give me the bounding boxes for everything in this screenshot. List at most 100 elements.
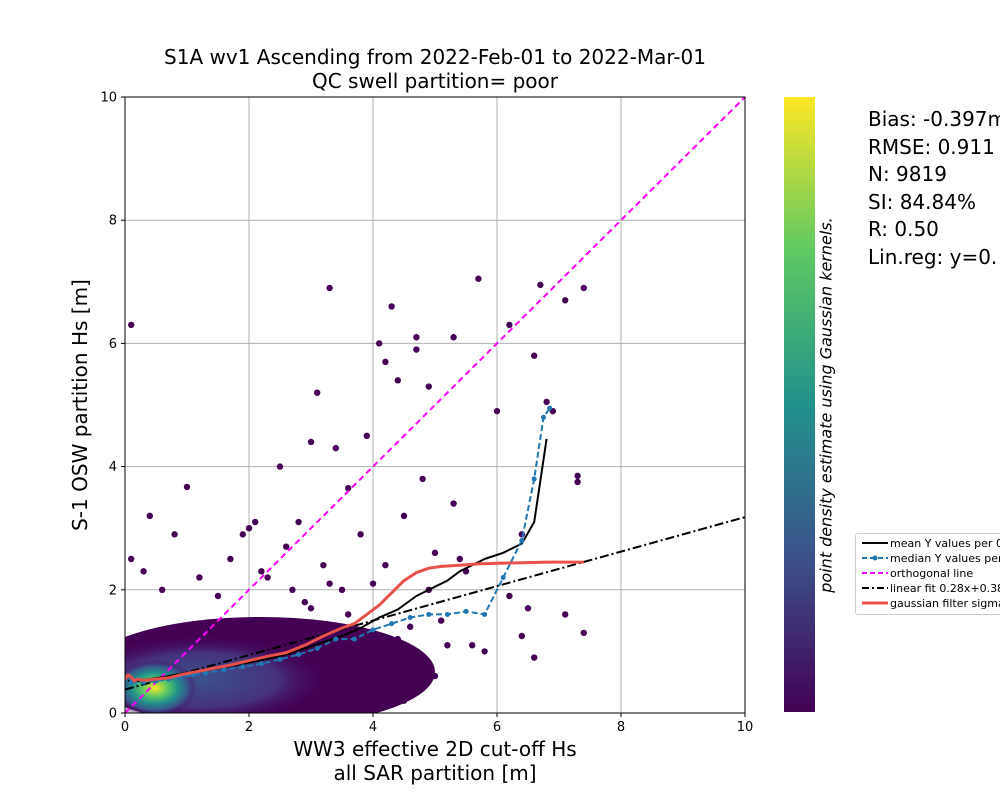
scatter-point [413,334,420,341]
scatter-point [326,284,333,292]
scatter-point [444,642,451,649]
x-tick-label: 10 [737,720,754,735]
scatter-point [301,598,308,606]
scatter-point [363,432,370,439]
median-marker [258,661,264,667]
scatter-point [531,352,538,359]
scatter-point [456,555,463,563]
scatter-point [320,561,327,569]
median-marker [314,645,320,651]
scatter-point [388,691,395,698]
median-marker [370,627,376,633]
y-tick-label: 4 [109,460,117,475]
scatter-point [369,580,377,587]
scatter-point [400,697,408,704]
y-tick-label: 10 [100,91,117,106]
legend-item-median: median Y values per [856,551,1000,566]
x-tick-label: 2 [245,720,253,735]
scatter-points [128,275,587,711]
median-marker [351,636,357,642]
density-core [125,660,197,713]
legend-label-mean: mean Y values per 0 [890,537,1000,550]
series-lines [125,97,745,713]
median-marker [296,651,302,657]
scatter-point [407,623,414,630]
legend-item-orthogonal: orthogonal line [856,566,1000,581]
colorbar-label: point density estimate using Gaussian ke… [816,217,836,593]
scatter-point [171,531,178,538]
scatter-point [413,660,420,667]
scatter-point [438,617,445,624]
median-marker [277,656,283,662]
scatter-point [369,703,377,711]
stat-bias: Bias: -0.397m [868,107,1000,131]
x-tick-label: 4 [369,720,377,735]
scatter-point [276,463,284,470]
median-marker [407,615,413,621]
legend-item-mean: mean Y values per 0 [856,536,1000,551]
y-axis-label: S-1 OSW partition Hs [m] [68,279,92,531]
scatter-point [357,531,364,538]
scatter-point [146,512,153,520]
x-axis-label-line-2: all SAR partition [m] [333,761,537,785]
scatter-point [400,512,408,520]
scatter-point [345,611,352,618]
median-marker [547,405,553,411]
scatter-point [314,389,321,396]
y-tick-label: 6 [109,337,117,352]
scatter-point [258,568,265,575]
scatter-point [518,632,525,640]
median-marker [482,611,488,617]
scatter-point [239,531,246,538]
scatter-point [574,478,581,486]
series-line-4 [125,560,584,683]
median-marker [463,608,469,614]
y-tick-label: 8 [109,214,117,229]
median-marker [444,611,450,617]
scatter-point [562,297,569,304]
median-marker [426,611,432,617]
scatter-point [574,472,581,480]
scatter-point [345,484,352,492]
colorbar [784,97,815,712]
scatter-point [183,483,191,491]
legend-label-median: median Y values per [890,552,1000,565]
legend-item-linear-fit: linear fit 0.28x+0.38 [856,581,1000,596]
scatter-point [562,611,569,618]
y-tick-label: 2 [109,583,117,598]
axis-ticks: 0 2 4 6 8 10 0 2 4 6 8 10 [100,91,753,736]
scatter-point [580,284,587,292]
scatter-point [450,334,457,341]
median-marker [541,414,546,420]
stat-r: R: 0.50 [868,217,939,242]
scatter-point [425,383,432,390]
stats-box: Bias: -0.397m RMSE: 0.911 N: 9819 SI: 84… [868,106,1000,272]
stat-n: N: 9819 [868,162,947,187]
scatter-point [506,592,513,600]
median-marker [389,621,395,627]
median-marker [221,667,227,673]
scatter-point [252,518,259,526]
scatter-point [537,281,544,289]
scatter-point [475,275,482,282]
scatter-point [419,654,426,661]
scatter-point [332,444,339,452]
y-tick-label: 0 [109,707,117,722]
median-marker [240,664,246,670]
scatter-point [388,303,395,310]
x-tick-label: 0 [121,720,129,735]
scatter-point [431,549,439,557]
scatter-point [413,346,420,353]
scatter-point [450,500,457,507]
stat-linreg: Lin.reg: y=0. [868,244,998,269]
stat-rmse: RMSE: 0.911 [868,134,995,159]
chart-title-line-2: QC swell partition= poor [311,69,558,93]
scatter-point [307,605,315,612]
plot-frame [124,96,746,714]
scatter-point [128,555,135,563]
scatter-point [531,654,538,661]
scatter-point [283,543,290,550]
scatter-point [376,340,383,347]
x-tick-label: 6 [493,720,501,735]
